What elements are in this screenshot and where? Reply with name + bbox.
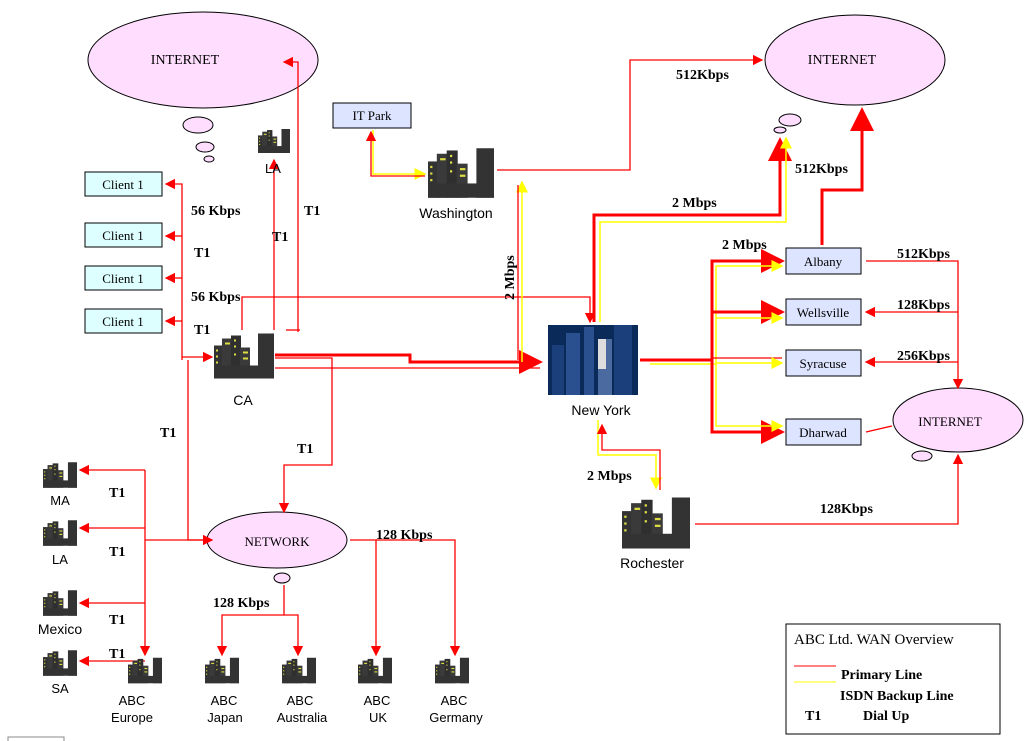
wellsville-box[interactable]: Wellsville [785,298,862,326]
building-icon [622,497,690,549]
link-label: T1 [160,426,176,441]
site-label-ma: MA [50,493,70,508]
building-icon [214,333,274,379]
legend-t1: T1 [805,709,821,724]
legend-dialup: Dial Up [863,709,910,724]
link-label: T1 [109,545,125,560]
client-box[interactable]: Client 1 [84,265,163,291]
site-label-europe: Europe [111,710,153,725]
link-label: 128Kbps [820,502,873,517]
it-park-box[interactable]: IT Park [332,102,412,129]
network-cloud: NETWORK [206,511,348,584]
dharwad-label: Dharwad [799,425,847,440]
link-label: 128 Kbps [376,528,433,543]
link-label: 128Kbps [897,298,950,313]
site-label-australia: Australia [277,710,328,725]
internet-label: INTERNET [918,414,982,429]
legend-primary: Primary Line [841,668,922,683]
link-label: 128 Kbps [213,596,270,611]
site-label-japan: ABC [211,693,238,708]
frame-edge [7,736,65,741]
client-label: Client 1 [102,314,144,329]
site-label-sa: SA [51,681,69,696]
building-icon [258,129,290,153]
legend: ABC Ltd. WAN Overview Primary Line ISDN … [785,623,1001,735]
link-label: 2 Mbps [587,469,632,484]
link-label: T1 [194,246,210,261]
site-label-germany: ABC [441,693,468,708]
link-label: 2 Mbps [672,196,717,211]
building-icon [43,650,77,676]
site-label-new-york: New York [571,402,631,418]
site-label-germany: Germany [429,710,483,725]
client-label: Client 1 [102,228,144,243]
link-label: 512Kbps [676,68,729,83]
link-labels: 512Kbps 512Kbps 512Kbps 128Kbps 256Kbps … [109,68,950,662]
site-label-la-top: LA [265,161,281,176]
site-label-ca: CA [233,392,253,408]
site-label-europe: ABC [119,693,146,708]
building-icon [358,657,392,684]
link-label: 56 Kbps [191,204,241,219]
client-label: Client 1 [102,271,144,286]
link-label: 2 Mbps [503,255,518,300]
wellsville-label: Wellsville [797,305,850,320]
syracuse-box[interactable]: Syracuse [785,349,862,377]
legend-title: ABC Ltd. WAN Overview [794,632,954,648]
site-label-australia: ABC [287,693,314,708]
internet-label: INTERNET [808,53,877,68]
client-label: Client 1 [102,177,144,192]
link-label: 56 Kbps [191,290,241,305]
client-box[interactable]: Client 1 [84,222,163,248]
link-label: T1 [109,486,125,501]
building-icon [43,590,77,616]
dharwad-box[interactable]: Dharwad [785,418,862,446]
site-label-la: LA [52,552,68,567]
connections [78,54,964,667]
new-york-building-icon [548,325,638,395]
client-box[interactable]: Client 1 [84,308,163,334]
albany-box[interactable]: Albany [785,247,862,275]
link-label: T1 [297,442,313,457]
syracuse-label: Syracuse [800,356,847,371]
building-icon [205,657,239,684]
link-label: 512Kbps [795,162,848,177]
link-label: 2 Mbps [722,238,767,253]
site-label-uk: UK [369,710,387,725]
link-label: T1 [304,204,320,219]
building-icon [43,462,77,488]
internet-cloud-right: INTERNET [892,387,1024,462]
site-label-rochester: Rochester [620,555,684,571]
building-icon [428,148,494,198]
internet-label: INTERNET [151,53,220,68]
building-icon [282,657,316,684]
building-icon [43,520,77,546]
legend-isdn: ISDN Backup Line [840,689,954,704]
network-label: NETWORK [245,534,311,549]
link-label: T1 [109,647,125,662]
link-label: T1 [109,613,125,628]
site-label-japan: Japan [207,710,242,725]
site-label-mexico: Mexico [38,621,83,637]
site-label-washington: Washington [419,205,492,221]
client-box[interactable]: Client 1 [84,171,163,197]
internet-cloud-top-left: INTERNET [87,11,319,163]
building-icon [435,657,469,684]
link-label: T1 [272,230,288,245]
it-park-label: IT Park [352,108,392,123]
link-label: 512Kbps [897,247,950,262]
link-label: T1 [194,323,210,338]
internet-cloud-top-right: INTERNET [764,14,946,134]
link-label: 256Kbps [897,349,950,364]
albany-label: Albany [804,254,843,269]
site-label-uk: ABC [364,693,391,708]
